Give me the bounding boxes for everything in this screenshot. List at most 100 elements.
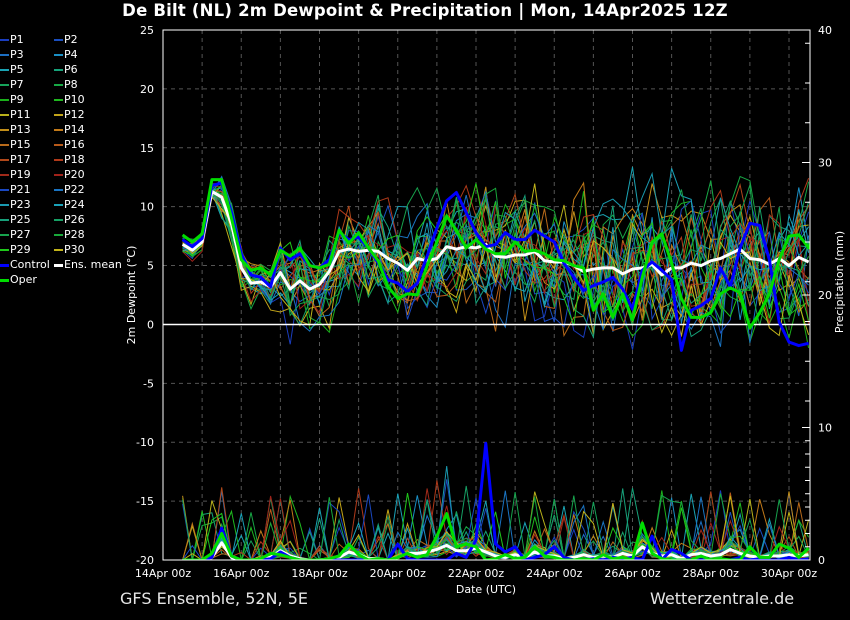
legend-swatch — [0, 174, 9, 176]
legend-label: P1 — [10, 33, 24, 46]
legend-swatch — [54, 189, 63, 191]
legend-item-p8: P8 — [54, 77, 78, 92]
legend-item-p30: P30 — [54, 242, 85, 257]
legend-swatch — [0, 84, 9, 86]
legend-item-p21: P21 — [0, 182, 31, 197]
x-tick-label: 18Apr 00z — [291, 567, 348, 580]
legend-label: P26 — [64, 213, 85, 226]
legend-item-p13: P13 — [0, 122, 31, 137]
y-right-tick-label: 20 — [818, 289, 832, 302]
legend-item-p16: P16 — [54, 137, 85, 152]
legend-swatch — [0, 204, 9, 206]
y-right-tick-label: 40 — [818, 24, 832, 37]
legend-label: Ens. mean — [64, 258, 122, 271]
legend-label: P30 — [64, 243, 85, 256]
legend-label: P6 — [64, 63, 78, 76]
legend-swatch — [54, 249, 63, 251]
x-tick-label: 22Apr 00z — [448, 567, 505, 580]
legend-label: P13 — [10, 123, 31, 136]
legend-item-p22: P22 — [54, 182, 85, 197]
legend-label: P17 — [10, 153, 31, 166]
legend-item-p29: P29 — [0, 242, 31, 257]
legend-item-ens-mean: Ens. mean — [54, 257, 122, 272]
legend-swatch — [54, 84, 63, 86]
y-tick-label: 5 — [147, 260, 154, 273]
chart-title: De Bilt (NL) 2m Dewpoint & Precipitation… — [122, 1, 728, 20]
x-tick-label: 28Apr 00z — [683, 567, 740, 580]
legend-swatch — [54, 144, 63, 146]
legend-swatch — [54, 39, 63, 41]
y-tick-label: -20 — [136, 554, 154, 567]
member-dewpoint-line-p1 — [182, 188, 810, 350]
legend-label: P10 — [64, 93, 85, 106]
legend-swatch — [54, 219, 63, 221]
member-dewpoint-line-p23 — [182, 171, 809, 306]
legend-label: Control — [10, 258, 50, 271]
y-tick-label: -15 — [136, 495, 154, 508]
x-tick-label: 30Apr 00z — [761, 567, 818, 580]
legend-label: P18 — [64, 153, 85, 166]
legend-swatch — [0, 249, 9, 251]
ens-mean-dewpoint-line — [181, 189, 810, 291]
legend-label: P14 — [64, 123, 85, 136]
legend-label: P20 — [64, 168, 85, 181]
legend-item-oper: Oper — [0, 272, 37, 287]
member-precip-line-p30 — [182, 495, 809, 560]
member-dewpoint-line-p12 — [182, 183, 810, 332]
legend-item-p23: P23 — [0, 197, 31, 212]
axes: 25 20 15 10 5 0 -5 -10 -15 -20 40 30 20 10 0 14Apr 00z 1… — [135, 24, 832, 580]
legend-swatch — [54, 114, 63, 116]
legend-item-p3: P3 — [0, 47, 24, 62]
legend-swatch — [0, 54, 9, 56]
legend-item-p6: P6 — [54, 62, 78, 77]
legend-label: P16 — [64, 138, 85, 151]
legend-label: P12 — [64, 108, 85, 121]
legend-label: P2 — [64, 33, 78, 46]
legend-swatch — [0, 189, 9, 191]
legend-label: Oper — [10, 273, 37, 286]
y-axis-label: 2m Dewpoint (°C) — [125, 246, 138, 345]
y-tick-label: 15 — [140, 142, 154, 155]
legend-label: P4 — [64, 48, 78, 61]
legend-label: P21 — [10, 183, 31, 196]
y-tick-label: -5 — [143, 377, 154, 390]
y-axis-right-label: Precipitation (mm) — [833, 231, 846, 333]
legend-label: P29 — [10, 243, 31, 256]
legend-label: P24 — [64, 198, 85, 211]
x-tick-label: 20Apr 00z — [370, 567, 427, 580]
legend-item-p18: P18 — [54, 152, 85, 167]
legend-label: P3 — [10, 48, 24, 61]
legend-item-p28: P28 — [54, 227, 85, 242]
legend-swatch — [0, 263, 9, 267]
legend-swatch — [0, 159, 9, 161]
legend-label: P23 — [10, 198, 31, 211]
legend-item-p25: P25 — [0, 212, 31, 227]
y-right-tick-label: 0 — [818, 554, 825, 567]
x-tick-label: 16Apr 00z — [213, 567, 270, 580]
legend-swatch — [0, 114, 9, 116]
x-axis-label: Date (UTC) — [456, 583, 516, 596]
y-right-tick-label: 10 — [818, 422, 832, 435]
legend-item-p15: P15 — [0, 137, 31, 152]
legend-item-control: Control — [0, 257, 50, 272]
legend-item-p17: P17 — [0, 152, 31, 167]
legend-item-p1: P1 — [0, 32, 24, 47]
legend-label: P7 — [10, 78, 24, 91]
site-credit: Wetterzentrale.de — [650, 589, 795, 608]
x-tick-label: 14Apr 00z — [135, 567, 192, 580]
legend-swatch — [0, 99, 9, 101]
model-info: GFS Ensemble, 52N, 5E — [120, 589, 308, 608]
legend-swatch — [54, 129, 63, 131]
legend-swatch — [54, 69, 63, 71]
legend-swatch — [0, 219, 9, 221]
y-tick-label: -10 — [136, 436, 154, 449]
member-dewpoint-line-p29 — [182, 183, 810, 326]
y-tick-label: 20 — [140, 83, 154, 96]
y-tick-label: 0 — [147, 318, 154, 331]
legend-label: P27 — [10, 228, 31, 241]
legend-swatch — [54, 263, 63, 267]
member-dewpoint-line-p21 — [182, 185, 810, 334]
y-tick-label: 25 — [140, 24, 154, 37]
legend-label: P25 — [10, 213, 31, 226]
plot-lines — [163, 166, 810, 560]
